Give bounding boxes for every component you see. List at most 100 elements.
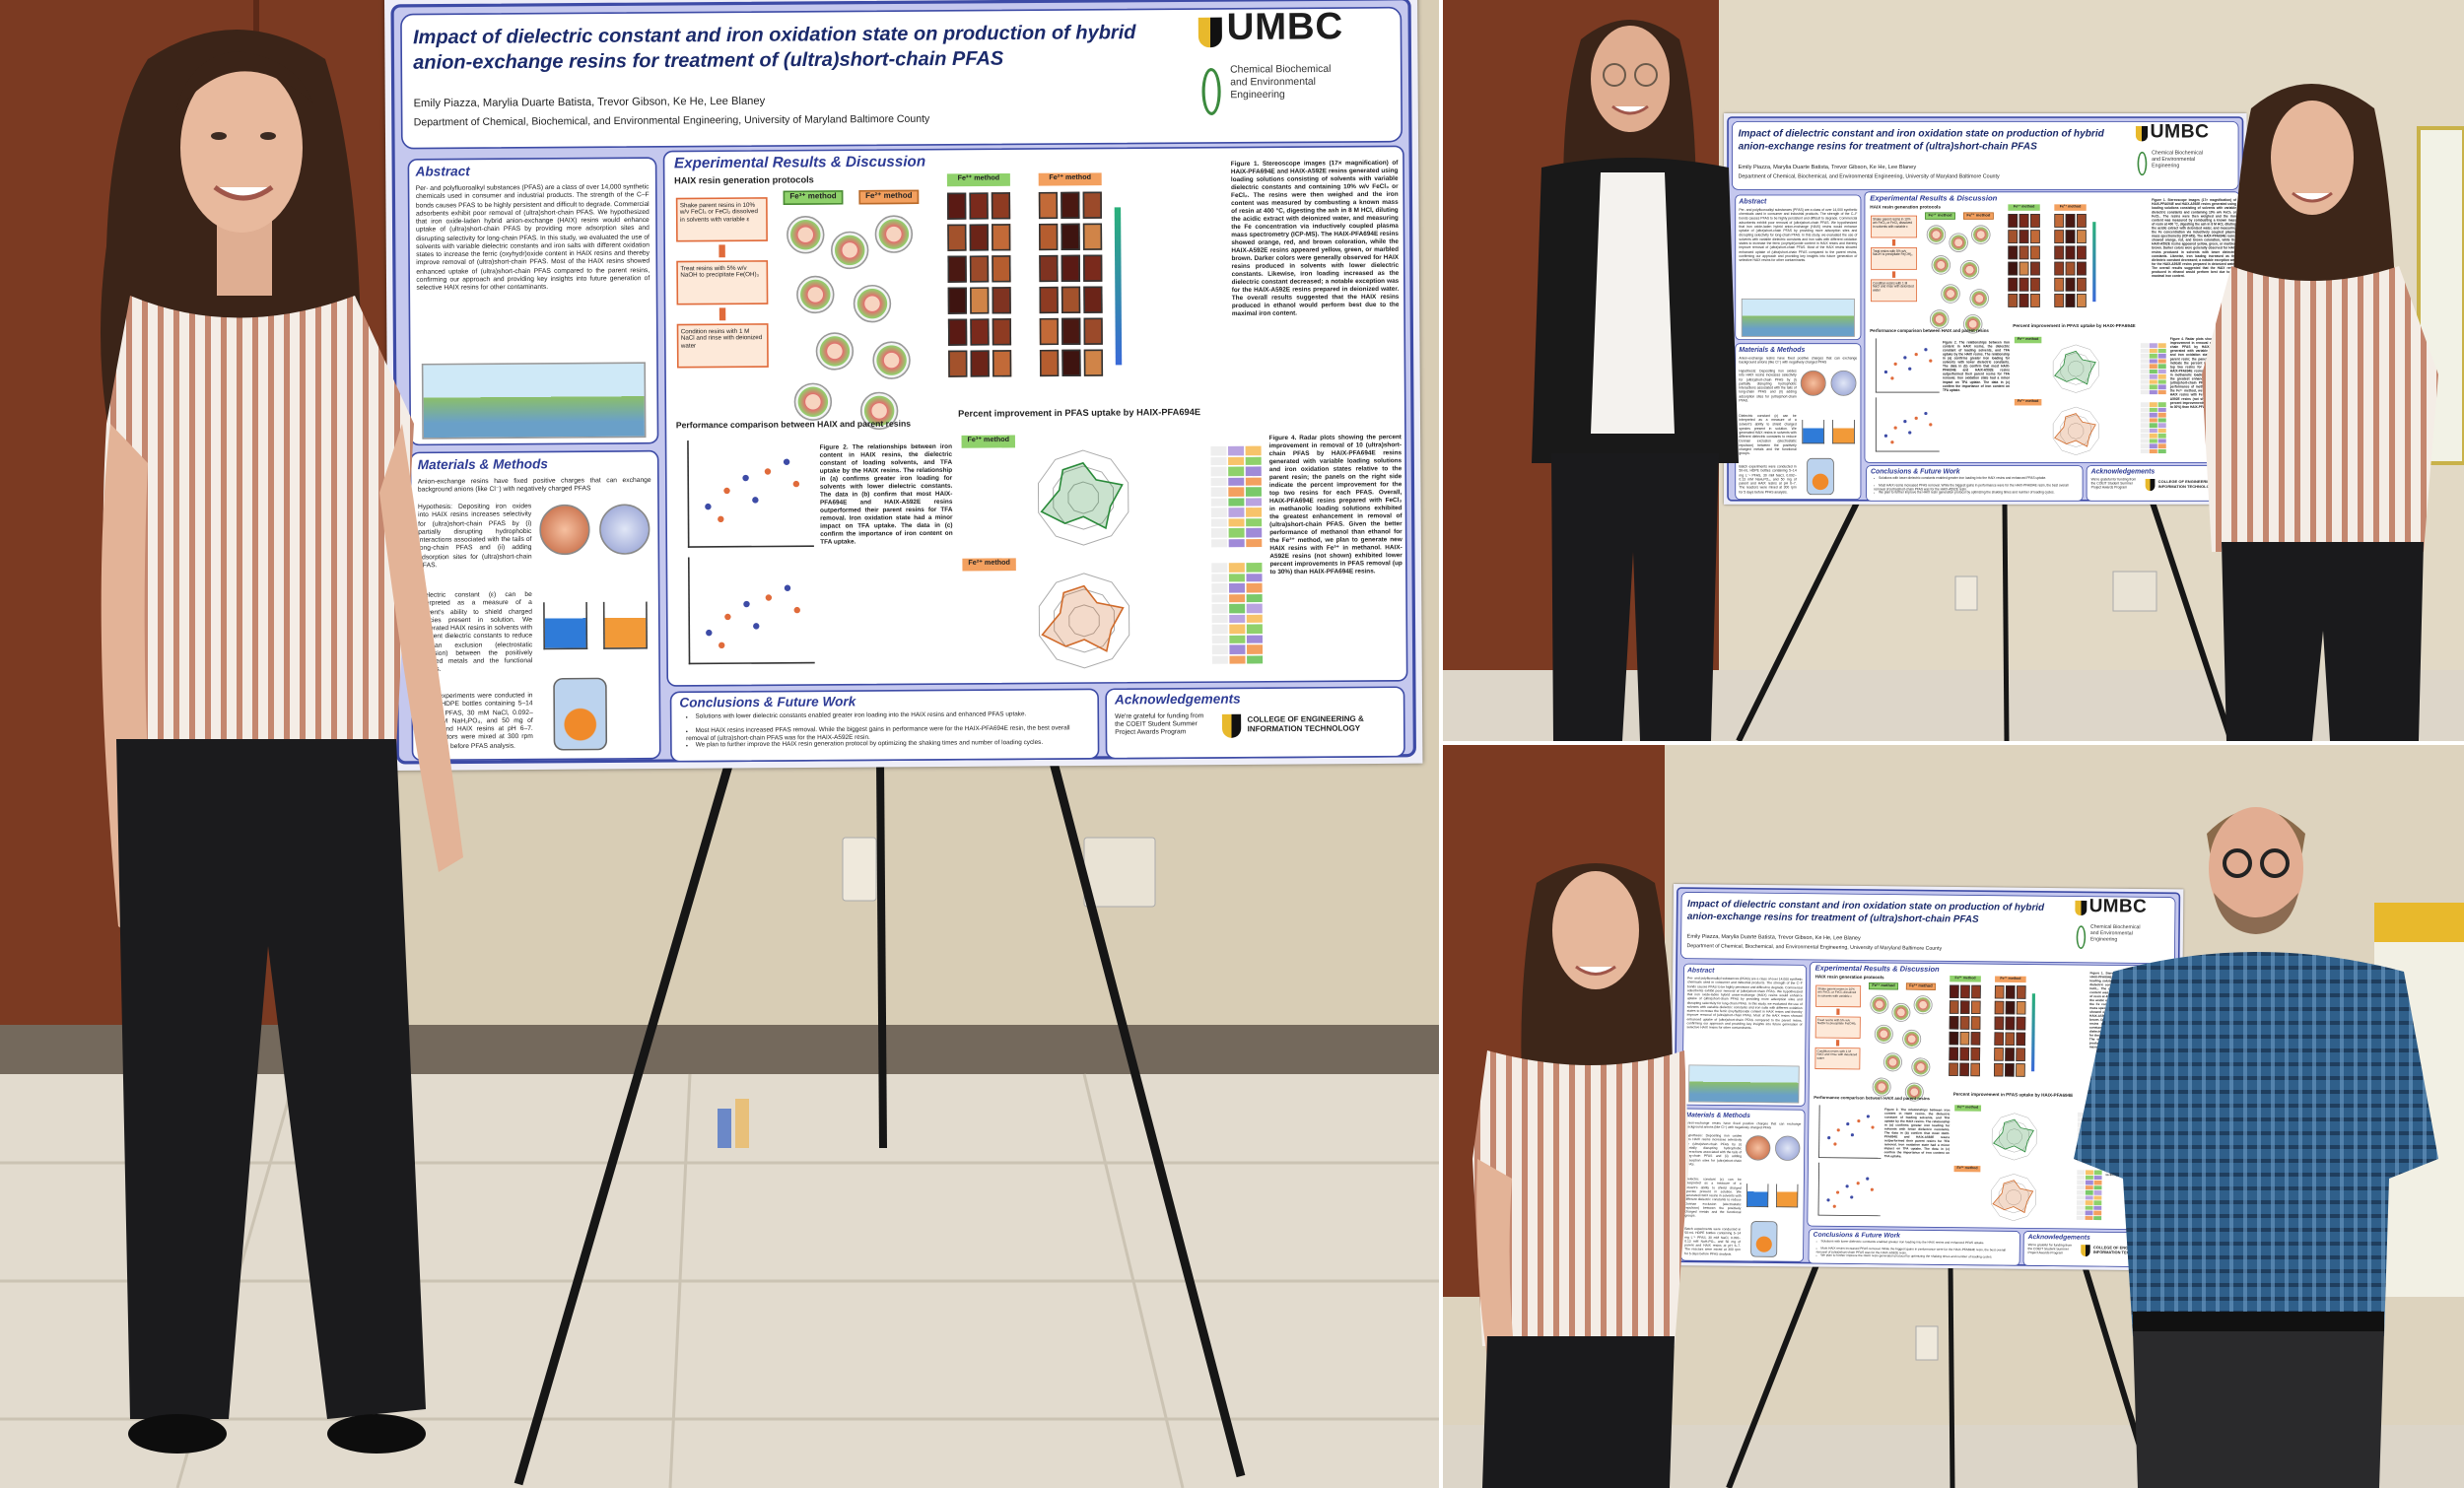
resin-diagram	[1929, 309, 1950, 329]
glasses	[2223, 848, 2252, 878]
table-cell	[2140, 384, 2149, 389]
plaid-shirt	[2074, 952, 2438, 1336]
beaker	[1802, 420, 1825, 444]
radar-grid	[1067, 481, 1099, 514]
stereoscope-image	[2008, 294, 2019, 307]
stereoscope-image	[2019, 230, 2029, 244]
scatter-dot	[1908, 367, 1912, 371]
loading-arrow	[2092, 222, 2096, 303]
table-cell	[2140, 412, 2149, 418]
method-tag: Fe²⁺ method	[2014, 398, 2042, 406]
smile	[1575, 965, 1616, 976]
table-cell	[2157, 423, 2166, 428]
easel-leg	[513, 757, 735, 1486]
face	[2209, 807, 2303, 929]
scatter-dot	[1883, 370, 1888, 374]
neighbor-poster	[2417, 126, 2464, 465]
scatter-dot	[1914, 353, 1918, 357]
radar-chart	[966, 560, 1203, 681]
stereoscope-image	[2065, 277, 2076, 292]
table-cell	[2157, 343, 2166, 348]
radar	[1991, 1113, 2037, 1161]
face	[1552, 871, 1639, 989]
radar-chart	[2016, 338, 2136, 399]
poster-header	[1732, 121, 2239, 190]
glasses	[1634, 63, 1658, 87]
stereoscope-image	[2054, 261, 2065, 276]
conclusions-panel	[1866, 465, 2084, 502]
acknowledgements-text: We're grateful for funding from the COEI…	[2090, 477, 2137, 490]
method-tag: Fe³⁺ method	[2014, 336, 2042, 344]
table-cell	[2149, 402, 2157, 407]
methods-dielectric: Dielectric constant (ε) can be interpret…	[1739, 413, 1797, 455]
table-cell	[2149, 428, 2157, 433]
eye	[260, 132, 276, 140]
scatter-plot	[1875, 338, 1940, 393]
stereoscope-image	[2065, 261, 2076, 276]
table-cell	[2149, 373, 2157, 379]
radar-chart	[1955, 1107, 2073, 1167]
poster-affiliation: Department of Chemical, Biochemical, and…	[1738, 173, 2000, 180]
table-cell	[2157, 443, 2166, 448]
table-cell	[2149, 379, 2157, 384]
glasses	[1603, 63, 1626, 87]
stereoscope-image	[2030, 277, 2040, 292]
table-cell	[2140, 402, 2149, 407]
resin-diagram	[1971, 225, 1991, 244]
trousers	[2222, 542, 2424, 741]
radar-chart	[1955, 1167, 2073, 1227]
stereoscope-image	[2077, 261, 2087, 276]
radar-shape	[2054, 413, 2096, 447]
method-tag: Fe²⁺ method	[2054, 204, 2087, 211]
resin-diagram	[1941, 284, 1960, 304]
stereoscope-image	[2008, 245, 2019, 260]
stereoscope-image	[2077, 277, 2087, 292]
scatter-dot	[1883, 434, 1888, 438]
table-cell	[2140, 423, 2149, 428]
method-tag: Fe³⁺ method	[2008, 204, 2040, 211]
bottle	[1807, 457, 1834, 496]
easel-leg	[1048, 757, 1246, 1478]
beard	[2214, 893, 2298, 934]
shoe	[327, 1414, 426, 1454]
stereoscope-image	[2019, 245, 2029, 260]
conclusion-point: We plan to further improve the HAIX resi…	[1874, 491, 2080, 495]
scatter-dot	[1893, 426, 1897, 430]
radar-chart-drawing	[2052, 344, 2099, 393]
radar-grid	[2052, 406, 2099, 455]
table-cell	[2140, 407, 2149, 412]
protocol-step: Shake parent resins in 10% w/v FeCl₃ or …	[1871, 215, 1918, 238]
subheading: Percent improvement in PFAS uptake by HA…	[2013, 323, 2136, 329]
radar	[1991, 1174, 2036, 1221]
poster: Impact of dielectric constant and iron o…	[384, 0, 1423, 771]
stereoscope-image	[2065, 230, 2076, 244]
resin-bead	[1830, 370, 1857, 396]
people	[1472, 807, 2438, 1488]
table-cell	[2157, 359, 2166, 364]
table-cell	[2149, 359, 2157, 364]
table-cell	[2157, 439, 2166, 443]
stereoscope-image	[2077, 230, 2087, 244]
table-cell	[2140, 364, 2149, 369]
radar-grid	[1991, 1174, 2036, 1221]
stereoscope-image	[2019, 294, 2029, 307]
table-cell	[2157, 412, 2166, 418]
radar-grid	[1068, 604, 1100, 638]
radar-grid	[2068, 360, 2085, 377]
people	[1532, 20, 2438, 741]
table-cell	[2149, 353, 2157, 359]
shoe	[128, 1414, 227, 1454]
table-cell	[2140, 348, 2149, 353]
table-cell	[2149, 389, 2157, 395]
table-cell	[2140, 443, 2149, 448]
table-cell	[2140, 433, 2149, 439]
scatter-dot	[1929, 423, 1933, 427]
poster: Impact of dielectric constant and iron o…	[1724, 113, 2247, 505]
table-cell	[2140, 379, 2149, 384]
radar-shape	[1993, 1118, 2034, 1153]
trousers	[1482, 1336, 1675, 1488]
method-tag: Fe³⁺ method	[1925, 212, 1955, 220]
table-cell	[2140, 369, 2149, 374]
table-cell	[2157, 402, 2166, 407]
smile	[2292, 191, 2333, 203]
